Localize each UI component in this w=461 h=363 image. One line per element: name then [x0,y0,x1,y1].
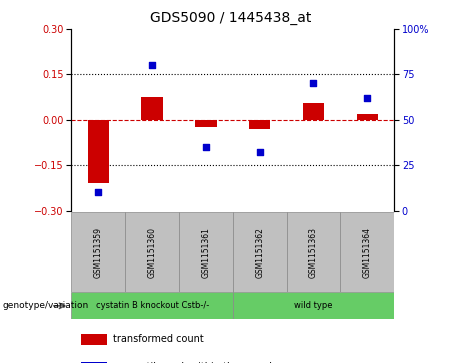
Bar [303,103,324,120]
Text: GSM1151361: GSM1151361 [201,227,210,278]
Bar [233,292,394,319]
Bar [88,120,109,183]
Text: wild type: wild type [294,301,333,310]
Bar [81,334,107,344]
Bar [142,97,163,120]
Bar [71,292,233,319]
Text: genotype/variation: genotype/variation [2,301,89,310]
Text: GSM1151362: GSM1151362 [255,227,264,278]
Bar [125,212,179,292]
Text: percentile rank within the sample: percentile rank within the sample [113,362,278,363]
Text: GSM1151364: GSM1151364 [363,227,372,278]
Point [256,150,263,155]
Bar [249,120,271,129]
Bar [71,212,125,292]
Text: GDS5090 / 1445438_at: GDS5090 / 1445438_at [150,11,311,25]
Text: GSM1151363: GSM1151363 [309,227,318,278]
Point [95,189,102,195]
Point [310,81,317,86]
Point [202,144,210,150]
Bar [340,212,394,292]
Point [364,95,371,101]
Bar [81,362,107,363]
Point [148,62,156,68]
Bar [233,212,287,292]
Text: cystatin B knockout Cstb-/-: cystatin B knockout Cstb-/- [95,301,209,310]
Text: GSM1151360: GSM1151360 [148,227,157,278]
Text: transformed count: transformed count [113,334,204,344]
Bar [195,120,217,127]
Bar [287,212,340,292]
Bar [356,114,378,120]
Bar [179,212,233,292]
Text: GSM1151359: GSM1151359 [94,227,103,278]
